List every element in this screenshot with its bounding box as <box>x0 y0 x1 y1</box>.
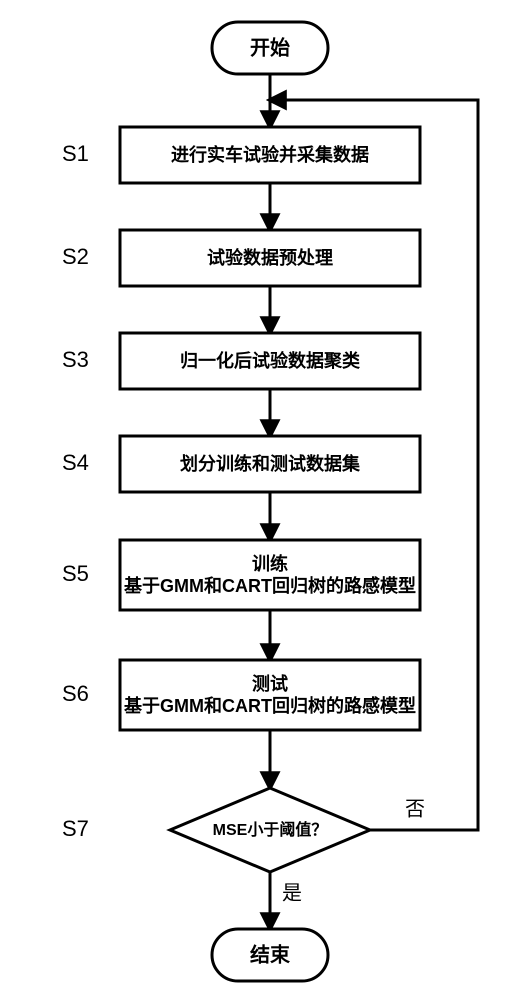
step-label-s4: S4 <box>62 450 89 475</box>
process-s5-text-0: 训练 <box>252 553 288 574</box>
start-label: 开始 <box>250 35 290 59</box>
process-s3-text-0: 归一化后试验数据聚类 <box>180 350 361 371</box>
end-label: 结束 <box>250 942 291 966</box>
process-s2-text-0: 试验数据预处理 <box>207 247 333 268</box>
process-s6-text-1: 基于GMM和CART回归树的路感模型 <box>123 695 416 716</box>
process-s5-text-1: 基于GMM和CART回归树的路感模型 <box>123 575 416 596</box>
process-s1-text-0: 进行实车试验并采集数据 <box>171 144 369 165</box>
yes-label: 是 <box>282 882 302 904</box>
step-label-s3: S3 <box>62 347 89 372</box>
step-label-s1: S1 <box>62 141 89 166</box>
step-label-s6: S6 <box>62 681 89 706</box>
step-label-s7: S7 <box>62 816 89 841</box>
step-label-s5: S5 <box>62 561 89 586</box>
process-s6-text-0: 测试 <box>252 673 288 694</box>
step-label-s2: S2 <box>62 244 89 269</box>
decision-text: MSE小于阈值？ <box>213 820 328 839</box>
no-label: 否 <box>405 798 425 820</box>
process-s4-text-0: 划分训练和测试数据集 <box>180 453 361 474</box>
flowchart: 开始进行实车试验并采集数据试验数据预处理归一化后试验数据聚类划分训练和测试数据集… <box>0 0 525 1000</box>
